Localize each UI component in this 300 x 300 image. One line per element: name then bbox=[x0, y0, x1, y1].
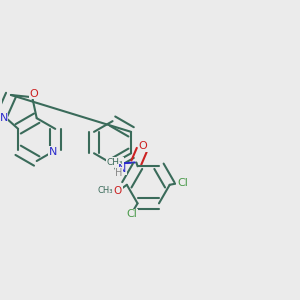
Text: O: O bbox=[114, 186, 122, 196]
Text: CH₃: CH₃ bbox=[106, 158, 123, 167]
Text: N: N bbox=[0, 113, 8, 123]
Text: N: N bbox=[118, 164, 126, 174]
Text: H: H bbox=[116, 168, 123, 178]
Text: Cl: Cl bbox=[126, 209, 137, 219]
Text: O: O bbox=[139, 141, 147, 152]
Text: Cl: Cl bbox=[177, 178, 188, 188]
Text: CH₃: CH₃ bbox=[98, 186, 113, 195]
Text: O: O bbox=[29, 88, 38, 99]
Text: N: N bbox=[49, 147, 57, 157]
